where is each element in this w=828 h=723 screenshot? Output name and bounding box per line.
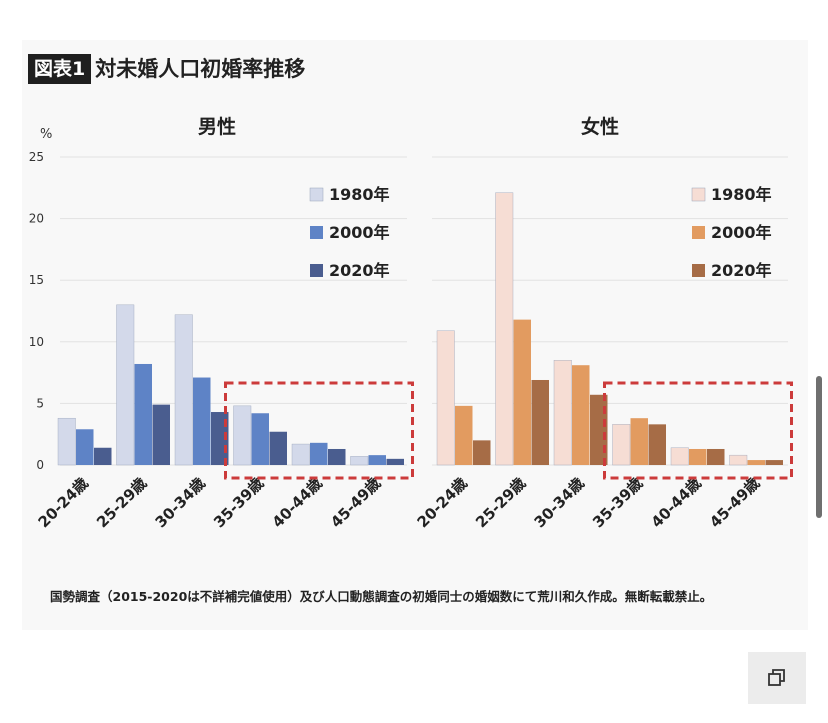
figure-title: 対未婚人口初婚率推移 [95, 57, 306, 81]
x-tick-label-male: 45-49歳 [327, 474, 384, 531]
panel-title-female: 女性 [581, 115, 619, 138]
bar-male-25-29歳-2020年 [152, 404, 170, 465]
bar-male-20-24歳-1980年 [57, 417, 76, 466]
x-tick-label-female: 40-44歳 [648, 474, 705, 531]
legend-label-female: 2000年 [711, 223, 772, 242]
legend-swatch-female [692, 226, 705, 239]
bar-female-40-44歳-1980年 [670, 447, 689, 466]
bar-male-35-39歳-2000年 [251, 413, 269, 465]
bar-female-45-49歳-2000年 [747, 460, 765, 465]
x-tick-label-male: 35-39歳 [210, 474, 267, 531]
bar-male-35-39歳-2020年 [269, 431, 287, 465]
bar-female-25-29歳-1980年 [495, 192, 514, 466]
x-tick-label-female: 30-34歳 [531, 474, 588, 531]
bar-male-30-34歳-2000年 [193, 377, 211, 465]
bar-female-25-29歳-2020年 [531, 379, 549, 465]
y-tick-label: 15 [29, 273, 44, 287]
y-tick-label: 5 [36, 396, 44, 410]
bar-male-40-44歳-1980年 [291, 443, 310, 466]
highlight-box-female [603, 381, 793, 480]
bar-female-45-49歳-1980年 [729, 454, 748, 466]
x-tick-label-female: 35-39歳 [589, 474, 646, 531]
scrollbar-thumb[interactable] [816, 376, 822, 518]
bar-female-30-34歳-2020年 [590, 394, 608, 465]
x-tick-label-male: 25-29歳 [93, 474, 150, 531]
x-tick-label-male: 20-24歳 [35, 474, 92, 531]
y-tick-label: 0 [36, 458, 44, 472]
panel-title-male: 男性 [198, 115, 236, 138]
x-tick-label-male: 30-34歳 [152, 474, 209, 531]
y-tick-label: 10 [29, 335, 44, 349]
bar-male-25-29歳-2000年 [134, 363, 152, 465]
copy-icon [768, 669, 785, 686]
legend-swatch-female [691, 187, 706, 202]
x-tick-label-female: 45-49歳 [706, 474, 763, 531]
legend-swatch-male [309, 187, 324, 202]
bar-female-35-39歳-1980年 [612, 424, 631, 466]
bar-male-45-49歳-2020年 [386, 458, 404, 465]
bar-female-35-39歳-2000年 [630, 418, 648, 465]
copy-button[interactable] [748, 652, 806, 704]
x-tick-label-female: 25-29歳 [472, 474, 529, 531]
bar-female-45-49歳-2020年 [765, 460, 783, 465]
bar-female-25-29歳-2000年 [513, 319, 531, 465]
legend-swatch-male [310, 264, 323, 277]
y-axis-unit: % [40, 127, 52, 142]
bar-male-20-24歳-2000年 [76, 429, 94, 465]
highlight-box-male [224, 381, 414, 480]
legend-label-female: 1980年 [711, 185, 772, 204]
legend-label-female: 2020年 [711, 261, 772, 280]
legend-label-male: 2000年 [329, 223, 390, 242]
bar-female-20-24歳-2020年 [473, 440, 491, 465]
bar-male-25-29歳-1980年 [116, 304, 135, 466]
bar-female-30-34歳-1980年 [553, 360, 572, 466]
bar-male-30-34歳-1980年 [174, 314, 193, 466]
legend-swatch-female [692, 264, 705, 277]
bar-male-20-24歳-2020年 [94, 447, 112, 465]
figure-panel [22, 40, 808, 630]
legend-label-male: 1980年 [329, 185, 390, 204]
figure-heading: 図表1 対未婚人口初婚率推移 [28, 52, 305, 86]
bar-male-45-49歳-1980年 [350, 456, 369, 466]
legend-swatch-male [310, 226, 323, 239]
y-tick-label: 25 [29, 150, 44, 164]
bar-female-20-24歳-2000年 [455, 405, 473, 465]
bar-male-40-44歳-2000年 [310, 442, 328, 465]
x-tick-label-female: 20-24歳 [414, 474, 471, 531]
bar-male-40-44歳-2020年 [328, 448, 346, 465]
bar-female-30-34歳-2000年 [572, 365, 590, 465]
figure-number-badge: 図表1 [28, 54, 92, 84]
x-tick-label-male: 40-44歳 [269, 474, 326, 531]
bar-male-35-39歳-1980年 [233, 405, 252, 466]
bar-female-40-44歳-2000年 [689, 448, 707, 465]
source-note: 国勢調査（2015-2020は不詳補完値使用）及び人口動態調査の初婚同士の婚姻数… [50, 589, 713, 604]
legend-label-male: 2020年 [329, 261, 390, 280]
y-tick-label: 20 [29, 212, 44, 226]
bar-female-20-24歳-1980年 [436, 330, 455, 466]
bar-female-35-39歳-2020年 [648, 424, 666, 465]
bar-female-40-44歳-2020年 [707, 448, 725, 465]
bar-male-45-49歳-2000年 [368, 455, 386, 465]
